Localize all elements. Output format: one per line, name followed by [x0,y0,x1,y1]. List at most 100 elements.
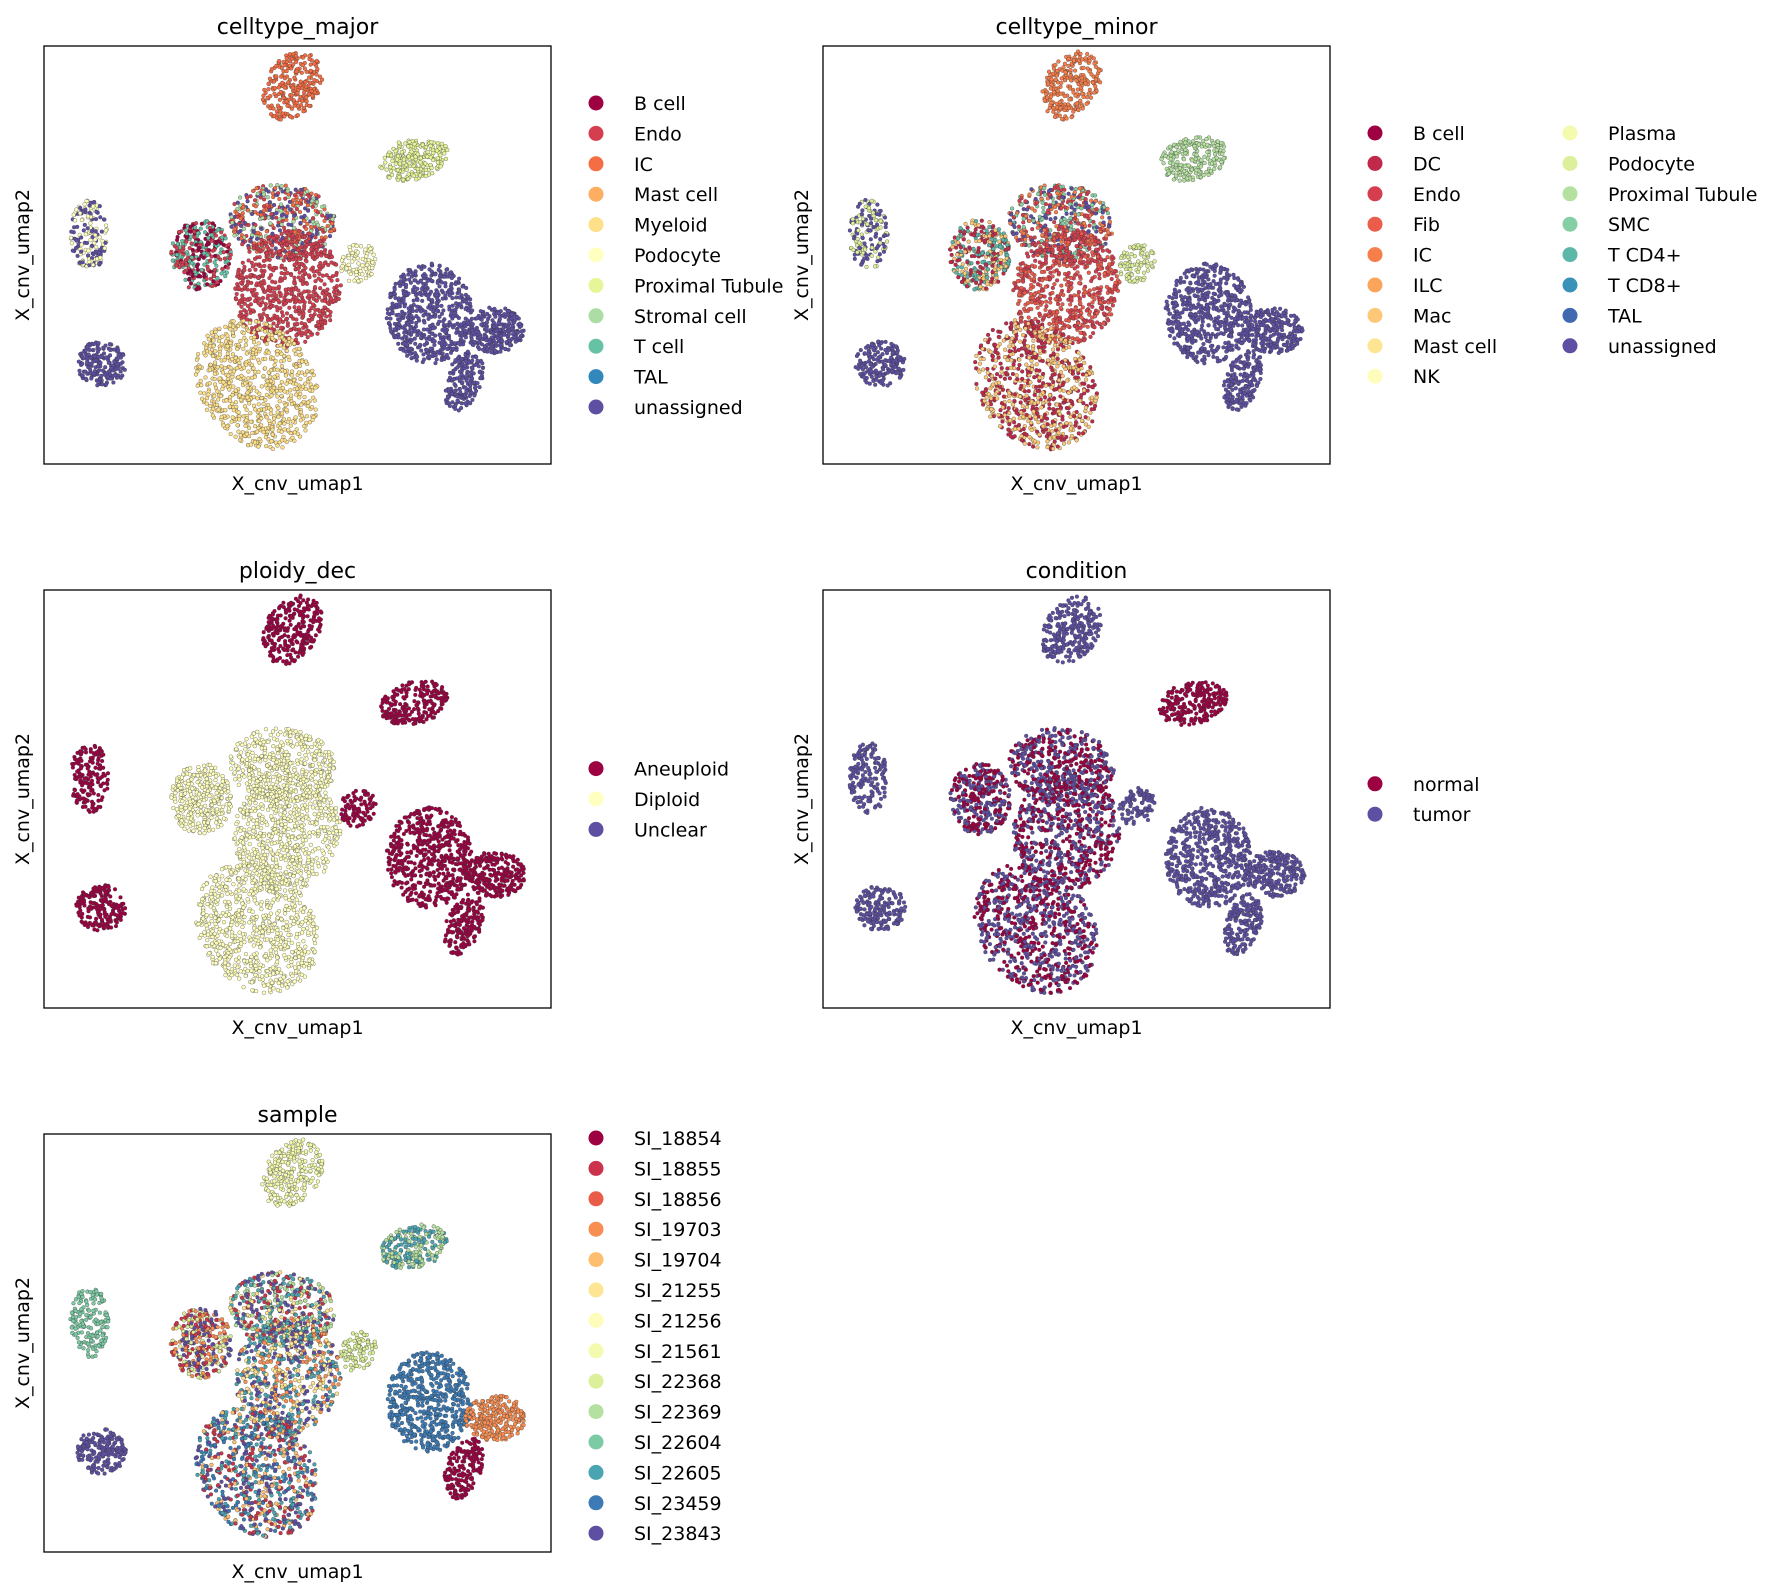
scatter-point [238,203,243,208]
scatter-point [313,407,318,412]
scatter-point [184,235,189,240]
scatter-point [408,340,413,345]
scatter-point [108,353,113,358]
scatter-point [1201,142,1207,147]
scatter-point [231,408,236,413]
scatter-point [1063,70,1068,75]
scatter-point [252,385,257,390]
scatter-point [492,306,497,311]
scatter-point [268,411,273,416]
scatter-point [306,273,311,278]
scatter-point [1085,95,1090,100]
scatter-point [335,278,340,283]
scatter-point [248,411,253,416]
scatter-point [307,376,312,381]
scatter-point [269,439,274,444]
scatter-point [324,291,329,296]
scatter-point [450,303,455,308]
scatter-point [452,389,457,394]
scatter-point [315,66,320,72]
scatter-point [878,225,883,230]
scatter-point [96,341,101,346]
scatter-point [279,263,284,268]
scatter-point [869,221,874,226]
scatter-point [95,383,100,388]
scatter-point [880,359,885,364]
scatter-point [426,351,431,356]
scatter-point [262,329,268,334]
scatter-point [514,314,519,319]
scatter-point [478,335,483,340]
scatter-point [93,232,98,238]
scatter-point [282,275,287,281]
scatter-point [238,195,243,200]
scatter-point [296,305,302,310]
scatter-point [278,343,283,348]
scatter-point [469,336,474,341]
scatter-point [402,341,407,346]
scatter-point [902,356,907,361]
scatter-point [428,289,434,294]
scatter-point [236,286,241,291]
scatter-point [292,230,297,235]
scatter-point [256,341,261,346]
scatter-point [255,396,260,401]
scatter-point [880,352,885,357]
scatter-point [385,311,390,316]
scatter-point [450,325,456,330]
scatter-point [304,259,309,264]
scatter-point [251,245,257,251]
scatter-point [423,309,428,314]
scatter-point [276,298,281,303]
scatter-point [1073,68,1078,73]
scatter-point [302,424,307,429]
scatter-point [203,375,208,380]
scatter-point [274,210,279,216]
panel-title: celltype_major [217,15,379,40]
scatter-point [234,404,239,409]
scatter-point [1215,139,1220,144]
scatter-point [344,266,349,271]
scatter-point [248,442,253,447]
scatter-point [312,273,317,278]
scatter-point [307,231,312,236]
scatter-point [290,419,295,424]
scatter-point [471,342,476,348]
scatter-point [415,152,420,157]
scatter-point [279,393,284,398]
scatter-point [288,327,293,333]
scatter-point [218,393,223,399]
scatter-point [429,140,434,145]
scatter-point [294,386,300,391]
scatter-point [207,248,212,253]
scatter-point [218,278,223,284]
scatter-point [289,56,294,62]
scatter-point [208,228,213,233]
scatter-point [871,224,876,230]
scatter-point [423,161,428,166]
scatter-point [192,235,197,240]
scatter-point [320,291,325,296]
scatter-point [432,342,437,348]
scatter-point [215,239,220,244]
scatter-point [1048,86,1053,91]
scatter-point [414,177,419,182]
scatter-point [442,151,447,156]
scatter-point [300,359,305,364]
legend-label: unassigned [634,397,743,419]
scatter-point [871,213,876,218]
scatter-point [300,384,305,389]
scatter-point [465,372,470,377]
scatter-point [302,270,307,275]
scatter-point [1219,159,1224,164]
scatter-point [437,284,442,289]
scatter-point [428,306,433,311]
scatter-point [273,280,278,285]
scatter-point [227,380,232,385]
scatter-point [245,199,250,204]
legend-item: Podocyte [588,245,721,267]
scatter-point [885,370,890,375]
scatter-point [195,369,200,374]
scatter-point [230,357,235,362]
scatter-point [283,287,288,292]
